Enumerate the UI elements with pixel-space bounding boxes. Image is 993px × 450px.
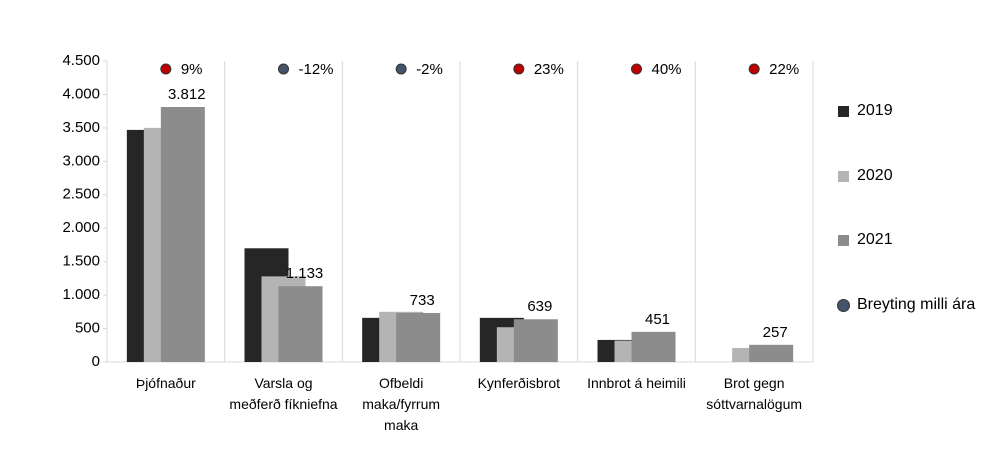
x-tick-label: Ofbeldi maka/fyrrum maka — [362, 375, 441, 433]
legend-label: 2020 — [857, 167, 893, 184]
change-dot — [278, 63, 289, 75]
data-label: 451 — [645, 311, 670, 328]
x-tick-label: Brot gegn sóttvarnalögum — [706, 375, 803, 412]
y-tick-label: 3.000 — [62, 152, 100, 169]
bar — [631, 331, 676, 362]
change-dot — [395, 63, 407, 75]
y-tick-label: 1.000 — [62, 286, 100, 303]
legend-label: 2021 — [857, 231, 893, 248]
legend-marker — [837, 299, 850, 312]
change-dot — [748, 63, 760, 75]
y-tick-label: 0 — [92, 353, 100, 370]
data-label: 257 — [763, 324, 788, 341]
change-dot — [160, 63, 172, 75]
x-tick-label: Innbrot á heimili — [587, 375, 686, 391]
bar — [749, 344, 794, 362]
change-label: 23% — [534, 61, 564, 78]
data-label: 639 — [527, 298, 552, 315]
legend-swatch — [838, 171, 849, 182]
y-tick-label: 2.000 — [62, 219, 100, 236]
change-dot — [513, 63, 525, 75]
change-dot — [631, 63, 642, 75]
change-label: 22% — [769, 61, 799, 78]
y-tick-label: 4.000 — [62, 85, 100, 102]
bar — [513, 319, 558, 362]
legend-swatch — [838, 235, 849, 246]
change-label: 40% — [652, 61, 682, 78]
x-tick-label: Þjófnaður — [135, 375, 196, 391]
bar — [160, 107, 205, 362]
x-tick-label: Kynferðisbrot — [477, 375, 561, 391]
bar — [396, 312, 441, 362]
y-tick-label: 3.500 — [62, 119, 100, 136]
change-label: 9% — [181, 61, 203, 78]
change-label: -2% — [416, 61, 443, 78]
y-tick-label: 1.500 — [62, 253, 100, 270]
bar — [278, 286, 323, 362]
data-label: 3.812 — [168, 86, 206, 103]
change-label: -12% — [299, 61, 334, 78]
legend-swatch — [838, 106, 849, 117]
data-label: 1.133 — [286, 265, 324, 282]
legend-label: Breyting milli ára — [857, 296, 976, 313]
y-tick-label: 2.500 — [62, 186, 100, 203]
y-tick-label: 4.500 — [62, 52, 100, 69]
legend-label: 2019 — [857, 102, 893, 119]
data-label: 733 — [410, 292, 435, 309]
y-tick-label: 500 — [75, 320, 100, 337]
x-tick-label: Varsla og meðferð fíkniefna — [229, 375, 338, 412]
